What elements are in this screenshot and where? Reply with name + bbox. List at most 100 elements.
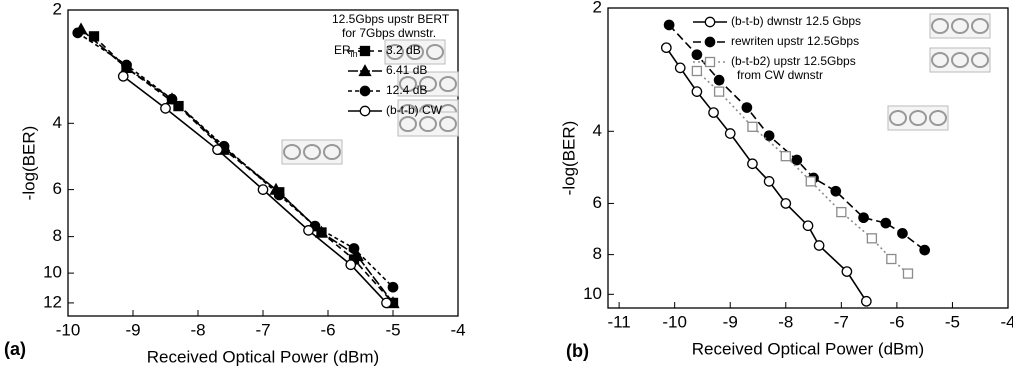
data-point [806, 177, 815, 186]
x-axis-label: Received Optical Power (dBm) [692, 339, 924, 358]
data-point [831, 186, 840, 195]
data-point [748, 159, 757, 168]
y-tick-label: 2 [593, 0, 602, 16]
data-point [119, 72, 128, 81]
data-point [859, 213, 868, 222]
eye-diagram [930, 14, 990, 38]
legend-title: 12.5Gbps upstr BERT [332, 12, 450, 26]
chart-panel: -11-10-9-8-7-6-5-4246810Received Optical… [559, 0, 1013, 361]
y-tick-label: 4 [53, 113, 62, 132]
y-tick-label: 4 [593, 121, 602, 140]
data-point [382, 298, 391, 307]
legend-label-cont: from CW dwnstr [737, 68, 823, 82]
data-point [388, 282, 397, 291]
eye-diagram [888, 106, 948, 130]
eye-box [930, 48, 990, 72]
data-point [764, 177, 773, 186]
data-point [692, 50, 701, 59]
data-point [842, 267, 851, 276]
data-point [122, 60, 131, 69]
data-point [803, 221, 812, 230]
data-point [748, 122, 757, 131]
x-tick-label: -10 [56, 320, 81, 339]
data-point [349, 244, 358, 253]
legend-marker [706, 58, 715, 67]
x-tick-label: -11 [607, 312, 630, 331]
data-point [715, 87, 724, 96]
legend-marker [361, 47, 370, 56]
legend-marker [705, 17, 714, 26]
y-axis-label: -log(BER) [19, 126, 38, 201]
data-point [837, 208, 846, 217]
legend-label: (b-t-b2) upstr 12.5Gbps [731, 54, 856, 68]
data-point [662, 43, 671, 52]
eye-box [888, 106, 948, 130]
data-point [742, 103, 751, 112]
y-tick-label: 6 [593, 193, 602, 212]
legend-label: (b-t-b) CW [386, 103, 443, 117]
eye-diagram [282, 140, 342, 164]
series-line [666, 48, 866, 302]
data-point [275, 190, 284, 199]
legend-label: 3.2 dB [386, 43, 421, 57]
data-point [887, 255, 896, 264]
x-tick-label: -4 [1000, 312, 1013, 331]
data-point [904, 269, 913, 278]
data-point [73, 28, 82, 37]
y-tick-label: 8 [53, 226, 62, 245]
data-point [709, 108, 718, 117]
x-tick-label: -6 [889, 312, 904, 331]
legend-label: 12.4 dB [386, 83, 427, 97]
y-tick-label: 6 [53, 179, 62, 198]
data-point [898, 229, 907, 238]
legend-title: for 7Gbps dwnstr. [342, 26, 436, 40]
x-tick-label: -9 [125, 320, 140, 339]
data-point [867, 234, 876, 243]
data-point [664, 20, 673, 29]
legend-label: (b-t-b) dwnstr 12.5 Gbps [731, 14, 861, 28]
x-tick-label: -4 [450, 320, 465, 339]
legend-prefix-text: ER [334, 43, 351, 57]
data-point [304, 226, 313, 235]
legend-marker [705, 37, 714, 46]
legend-marker [360, 86, 369, 95]
x-tick-label: -8 [190, 320, 205, 339]
x-tick-label: -7 [255, 320, 270, 339]
data-point [781, 199, 790, 208]
x-axis-label: Received Optical Power (dBm) [147, 347, 379, 366]
data-point [920, 245, 929, 254]
data-point [714, 75, 723, 84]
y-tick-label: 2 [53, 0, 62, 18]
x-tick-label: -10 [662, 312, 687, 331]
x-tick-label: -6 [320, 320, 335, 339]
legend-marker [360, 106, 369, 115]
eye-diagram [930, 48, 990, 72]
data-point [213, 145, 222, 154]
x-tick-label: -5 [945, 312, 960, 331]
data-point [881, 218, 890, 227]
figure: -10-9-8-7-6-5-424681012Received Optical … [0, 0, 1013, 381]
data-point [792, 155, 801, 164]
data-point [692, 87, 701, 96]
x-tick-label: -9 [723, 312, 738, 331]
x-tick-label: -5 [385, 320, 400, 339]
data-point [814, 241, 823, 250]
panel-label: (a) [4, 339, 26, 359]
data-point [726, 129, 735, 138]
x-tick-label: -7 [834, 312, 849, 331]
panel-label: (b) [566, 341, 589, 361]
eye-box [282, 140, 342, 164]
data-point [346, 260, 355, 269]
data-point [258, 185, 267, 194]
data-point [692, 67, 701, 76]
data-point [862, 297, 871, 306]
y-tick-label: 8 [593, 244, 602, 263]
data-point [676, 63, 685, 72]
data-point [161, 104, 170, 113]
data-point [781, 152, 790, 161]
x-tick-label: -8 [778, 312, 793, 331]
y-tick-label: 10 [43, 263, 62, 282]
y-axis-label: -log(BER) [559, 121, 578, 196]
legend-label: 6.41 dB [386, 63, 427, 77]
